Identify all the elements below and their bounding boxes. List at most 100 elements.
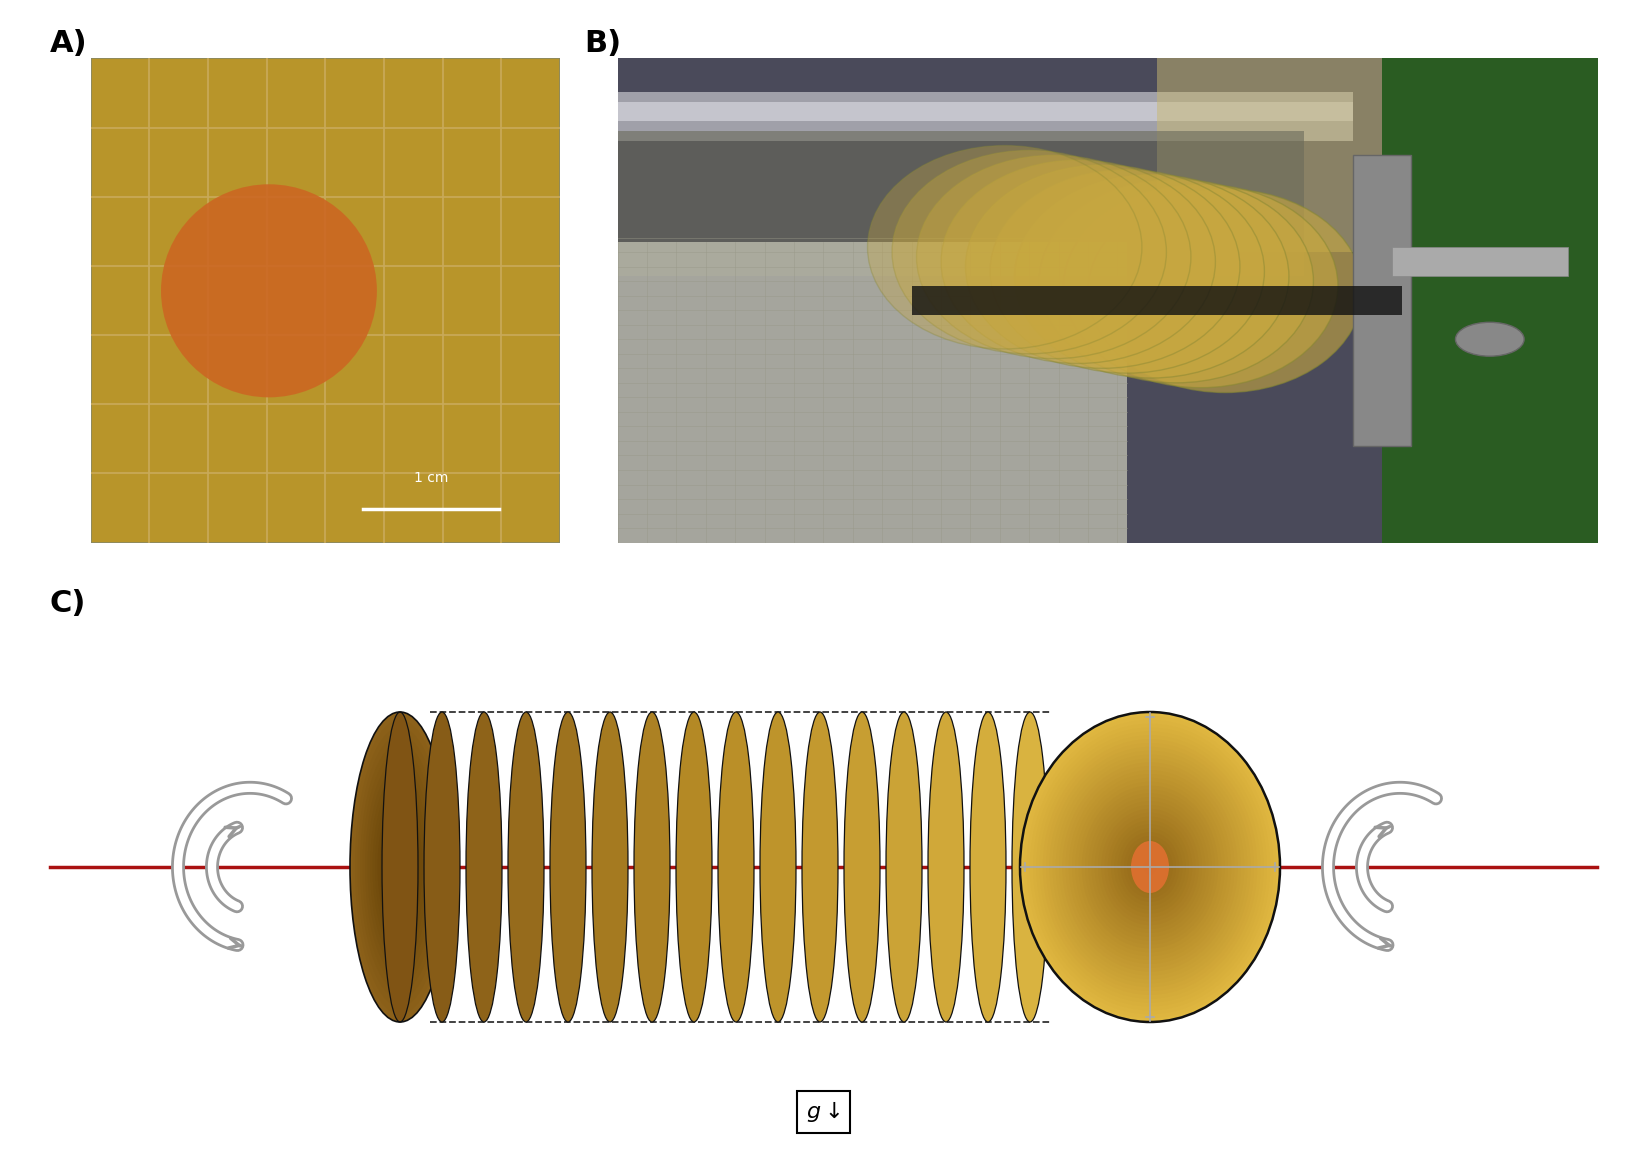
Ellipse shape [1082, 785, 1219, 949]
Bar [618, 92, 1352, 141]
Ellipse shape [1130, 844, 1169, 890]
Text: 1 cm: 1 cm [413, 470, 448, 484]
Ellipse shape [385, 820, 415, 914]
Ellipse shape [1046, 743, 1253, 991]
Ellipse shape [550, 712, 586, 1022]
Ellipse shape [634, 712, 670, 1022]
Ellipse shape [1095, 801, 1206, 932]
Ellipse shape [423, 712, 460, 1022]
Ellipse shape [352, 720, 448, 1014]
Ellipse shape [1015, 175, 1290, 378]
Ellipse shape [940, 160, 1215, 363]
Ellipse shape [382, 812, 417, 921]
Ellipse shape [1023, 715, 1276, 1018]
Ellipse shape [886, 712, 922, 1022]
Ellipse shape [161, 184, 377, 397]
Ellipse shape [466, 712, 502, 1022]
Ellipse shape [380, 805, 420, 929]
Ellipse shape [718, 712, 754, 1022]
Text: C): C) [49, 589, 86, 619]
Ellipse shape [1029, 724, 1270, 1011]
Ellipse shape [1108, 817, 1192, 917]
Polygon shape [91, 58, 560, 543]
Ellipse shape [356, 727, 445, 1006]
Ellipse shape [390, 836, 410, 897]
Ellipse shape [1059, 759, 1240, 976]
Bar [1352, 155, 1411, 446]
Bar [912, 286, 1402, 315]
Bar [1392, 247, 1568, 277]
Ellipse shape [1102, 809, 1199, 925]
Ellipse shape [362, 750, 438, 984]
Ellipse shape [1043, 739, 1257, 995]
Ellipse shape [965, 165, 1240, 369]
Ellipse shape [1131, 841, 1169, 893]
Ellipse shape [1115, 824, 1186, 909]
Ellipse shape [1079, 782, 1222, 952]
Ellipse shape [1136, 852, 1163, 882]
Ellipse shape [1039, 735, 1260, 999]
Ellipse shape [1143, 859, 1156, 875]
Ellipse shape [927, 712, 963, 1022]
Ellipse shape [675, 712, 712, 1022]
Ellipse shape [1099, 805, 1202, 929]
Ellipse shape [397, 859, 402, 875]
Ellipse shape [1033, 727, 1267, 1006]
Ellipse shape [1064, 184, 1337, 387]
Ellipse shape [1056, 755, 1243, 979]
Ellipse shape [1118, 829, 1183, 906]
Ellipse shape [366, 759, 435, 976]
Ellipse shape [1072, 774, 1229, 960]
Ellipse shape [1026, 720, 1273, 1014]
Ellipse shape [1069, 770, 1232, 964]
Ellipse shape [1105, 812, 1196, 921]
Ellipse shape [1089, 794, 1212, 941]
Bar [1382, 58, 1598, 543]
Ellipse shape [395, 852, 405, 882]
Ellipse shape [970, 712, 1006, 1022]
Ellipse shape [367, 767, 433, 967]
Ellipse shape [916, 155, 1191, 358]
Ellipse shape [376, 790, 425, 944]
Text: B): B) [585, 29, 623, 58]
Ellipse shape [868, 146, 1141, 349]
Text: A): A) [49, 29, 87, 58]
Polygon shape [618, 58, 1598, 543]
Ellipse shape [802, 712, 838, 1022]
Ellipse shape [1039, 180, 1313, 383]
Ellipse shape [372, 782, 428, 952]
Ellipse shape [1019, 712, 1280, 1022]
Ellipse shape [357, 735, 443, 999]
Ellipse shape [893, 151, 1166, 354]
Ellipse shape [1140, 855, 1159, 879]
Text: $g\downarrow$: $g\downarrow$ [807, 1099, 840, 1125]
Ellipse shape [1085, 790, 1215, 944]
Bar [1156, 58, 1598, 252]
Ellipse shape [351, 712, 450, 1022]
Ellipse shape [1092, 797, 1209, 937]
Ellipse shape [371, 774, 430, 960]
Ellipse shape [387, 829, 412, 906]
Ellipse shape [361, 743, 440, 991]
Ellipse shape [392, 844, 407, 890]
Bar [618, 131, 1304, 277]
Bar [618, 243, 1127, 543]
Ellipse shape [591, 712, 628, 1022]
Ellipse shape [1075, 778, 1225, 956]
Ellipse shape [1133, 847, 1166, 887]
Bar [618, 102, 1352, 121]
Ellipse shape [1049, 747, 1250, 987]
Ellipse shape [843, 712, 879, 1022]
Ellipse shape [1456, 322, 1523, 356]
Ellipse shape [1036, 732, 1263, 1002]
Ellipse shape [1146, 864, 1153, 871]
Ellipse shape [1123, 836, 1176, 897]
Ellipse shape [1052, 750, 1247, 984]
Ellipse shape [1120, 832, 1179, 902]
Ellipse shape [507, 712, 544, 1022]
Ellipse shape [759, 712, 796, 1022]
Ellipse shape [1062, 762, 1239, 972]
Ellipse shape [382, 712, 418, 1022]
Ellipse shape [990, 169, 1265, 373]
Ellipse shape [1112, 820, 1189, 914]
